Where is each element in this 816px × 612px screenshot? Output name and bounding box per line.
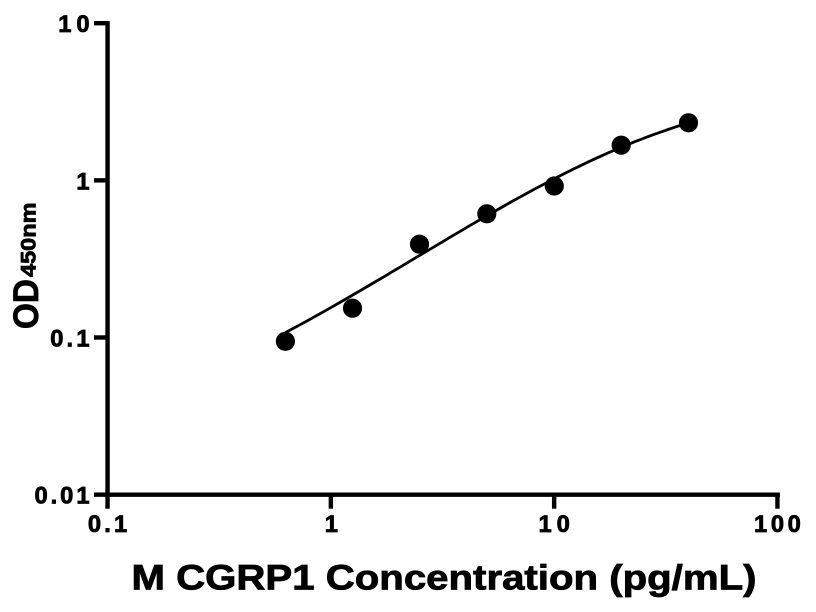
svg-text:M CGRP1 Concentration (pg/mL): M CGRP1 Concentration (pg/mL) xyxy=(132,558,757,597)
svg-text:0.1: 0.1 xyxy=(50,327,89,353)
svg-text:1: 1 xyxy=(325,512,338,538)
svg-text:0.1: 0.1 xyxy=(88,512,127,538)
svg-text:OD: OD xyxy=(7,279,46,329)
svg-text:0.01: 0.01 xyxy=(35,484,90,510)
svg-text:1: 1 xyxy=(76,169,89,195)
svg-text:450nm: 450nm xyxy=(17,203,41,278)
svg-text:100: 100 xyxy=(754,512,801,538)
